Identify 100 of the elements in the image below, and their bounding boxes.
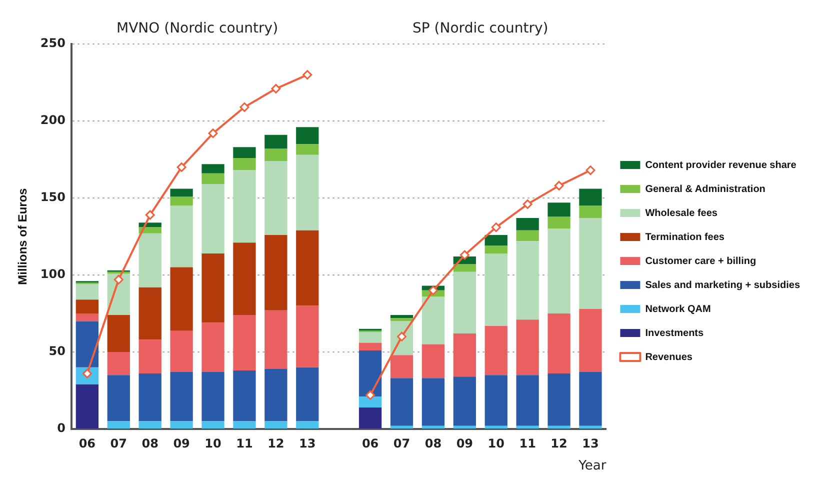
bar — [107, 352, 130, 376]
bar — [453, 376, 476, 426]
bar — [76, 314, 98, 322]
bar — [170, 330, 193, 372]
bar — [264, 148, 288, 162]
bar — [516, 241, 539, 320]
bar — [579, 426, 602, 428]
bar — [358, 407, 382, 428]
bar — [453, 272, 476, 334]
point — [586, 166, 596, 176]
bar — [484, 426, 508, 428]
bar — [296, 144, 319, 155]
bar — [202, 173, 224, 184]
bar — [453, 264, 476, 272]
bar — [579, 218, 602, 309]
point — [240, 102, 250, 112]
legend-label: Termination fees — [645, 232, 725, 243]
bar — [138, 233, 162, 288]
bar — [76, 384, 98, 428]
bar — [296, 154, 319, 230]
bar — [76, 321, 98, 368]
bar — [233, 242, 256, 316]
bar — [170, 421, 193, 428]
bar — [264, 234, 288, 310]
bar — [579, 372, 602, 426]
bar — [484, 253, 508, 326]
point — [428, 286, 438, 296]
bar — [516, 230, 539, 242]
bar — [233, 170, 256, 243]
bar — [548, 216, 570, 229]
bar — [170, 188, 193, 196]
bar — [296, 127, 319, 144]
y-tick-label: 0 — [57, 421, 66, 436]
legend-label: General & Administration — [645, 184, 766, 195]
bar — [484, 375, 508, 426]
bar — [138, 374, 162, 422]
x-tick-label: 13 — [582, 436, 599, 450]
legend-label: Investments — [645, 328, 704, 339]
x-tick-label: 06 — [362, 436, 379, 450]
legend-label: Network QAM — [645, 304, 711, 315]
bar — [484, 234, 508, 246]
y-tick-label: 100 — [40, 267, 66, 282]
bar — [296, 306, 319, 368]
bar — [76, 300, 98, 314]
bar — [296, 421, 319, 428]
point — [114, 274, 124, 284]
x-tick-label: 12 — [268, 436, 284, 450]
bar — [202, 372, 224, 422]
bar — [516, 375, 539, 426]
legend-label: Content provider revenue share — [645, 160, 797, 171]
bar — [390, 378, 414, 426]
bar — [516, 426, 539, 428]
bar — [76, 284, 98, 300]
bar — [579, 308, 602, 372]
point — [271, 84, 281, 94]
bar — [453, 426, 476, 428]
x-tick-label: 11 — [519, 436, 536, 450]
text: MVNO (Nordic country) — [116, 20, 278, 37]
bar — [264, 134, 288, 149]
bar — [484, 246, 508, 254]
bar — [264, 310, 288, 369]
x-tick-label: 11 — [236, 436, 253, 450]
point — [145, 210, 155, 220]
x-tick-label: 12 — [550, 436, 568, 450]
legend-label: Wholesale fees — [645, 208, 718, 219]
bar — [202, 164, 224, 174]
bar — [548, 314, 570, 374]
x-tick-label: 08 — [424, 436, 442, 450]
bar — [202, 322, 224, 372]
bar — [202, 421, 224, 428]
legend-label: Customer care + billing — [645, 256, 756, 267]
y-tick-label: 250 — [40, 36, 66, 50]
x-tick-label: 13 — [299, 436, 316, 450]
bar — [233, 158, 256, 170]
bar — [516, 320, 539, 376]
point — [302, 70, 312, 80]
bar — [107, 421, 130, 428]
bar — [422, 378, 445, 426]
bar — [422, 296, 445, 344]
bar — [548, 228, 570, 314]
x-tick-label: 09 — [173, 436, 190, 450]
bar — [390, 355, 414, 378]
bar — [264, 368, 288, 422]
x-tick-label: 09 — [456, 436, 474, 450]
text: SP (Nordic country) — [412, 20, 548, 37]
bar — [170, 267, 193, 330]
y-axis-title: Millions of Euros — [16, 188, 30, 285]
point — [366, 390, 376, 400]
bar — [358, 350, 382, 397]
bar — [358, 332, 382, 343]
bar — [548, 202, 570, 216]
x-axis-title: Year — [578, 458, 607, 474]
bar — [233, 370, 256, 422]
bar — [202, 253, 224, 323]
bar — [138, 421, 162, 428]
bar — [390, 315, 414, 318]
bar — [233, 147, 256, 158]
bar — [548, 374, 570, 426]
bar — [107, 315, 130, 352]
bar — [296, 230, 319, 306]
